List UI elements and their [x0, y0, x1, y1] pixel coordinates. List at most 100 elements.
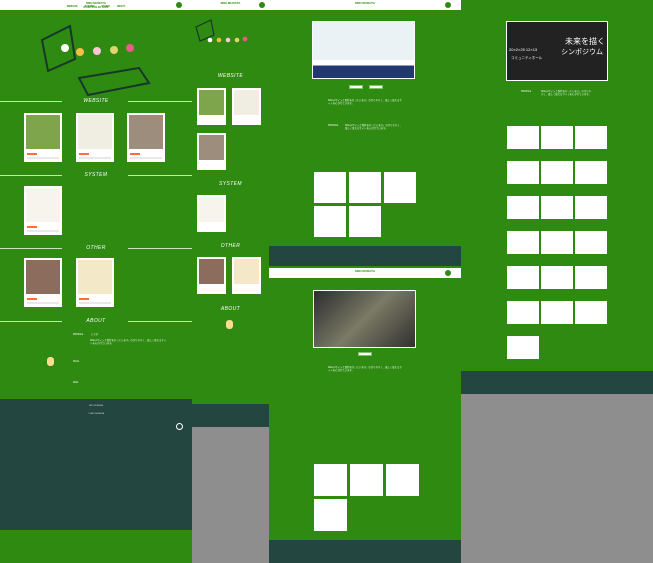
detail-footer-1: [269, 246, 461, 266]
symposium-page-panel: 未来を描く シンポジウム 20×2×25 12×13 コミュニティホール PRO…: [461, 0, 653, 563]
nav-other[interactable]: OTHER: [101, 5, 110, 8]
symposium-meta-text: Webデザインと制作を行っています。わかりやすく、楽しく使えるサイトを心がけてい…: [541, 90, 591, 96]
contact-label: MAIL: [73, 381, 79, 384]
brand-subtitle: PORTFOLIO SITE: [83, 5, 109, 9]
symposium-meta-label: PROFILE: [521, 90, 532, 93]
tablet-char-4-icon: [234, 37, 240, 43]
website-card-1-text: [27, 157, 59, 159]
detail-shot-2[interactable]: [348, 171, 382, 204]
symposium-grid-cell-13[interactable]: [506, 265, 540, 290]
symposium-grid-cell-15[interactable]: [574, 265, 608, 290]
detail-home-icon-2[interactable]: [445, 270, 451, 276]
tablet-other-image-1: [199, 259, 224, 285]
skill-label: SKILL: [73, 360, 80, 363]
detail-shot-3[interactable]: [383, 171, 417, 204]
character-white-icon: [61, 44, 69, 52]
tablet-window-frame-icon: [195, 19, 215, 42]
system-card-1-image: [26, 188, 60, 222]
symposium-grid-cell-9[interactable]: [574, 195, 608, 220]
website-card-2-tag: [79, 153, 89, 155]
detail-home-icon[interactable]: [445, 2, 451, 8]
detail-photo-image: [313, 290, 416, 348]
detail-view-button[interactable]: [349, 85, 363, 89]
nav-system[interactable]: SYSTEM: [84, 5, 95, 8]
website-card-1-image: [26, 115, 60, 149]
website-card-3[interactable]: [127, 113, 165, 162]
symposium-grid-cell-6[interactable]: [574, 160, 608, 185]
tablet-website-card-3[interactable]: [197, 133, 226, 170]
symposium-grid-cell-5[interactable]: [540, 160, 574, 185]
website-line-right: [128, 101, 192, 102]
detail-photo-text: Webデザインと制作を行っています。わかりやすく、楽しく使えるサイトを心がけてい…: [328, 366, 402, 372]
symposium-grid-cell-8[interactable]: [540, 195, 574, 220]
website-card-1[interactable]: [24, 113, 62, 162]
desktop-home-panel: MIKI MURATA PORTFOLIO SITE WEBSITE SYSTE…: [0, 0, 192, 563]
other-card-1[interactable]: [24, 258, 62, 307]
tablet-home-icon[interactable]: [259, 2, 265, 8]
tablet-other-card-1[interactable]: [197, 257, 226, 294]
detail-photo-shot-2[interactable]: [349, 463, 384, 497]
detail-brand-title-2[interactable]: MIKI MURATA: [355, 269, 375, 273]
symposium-grid-cell-16[interactable]: [506, 300, 540, 325]
detail-shot-4[interactable]: [313, 205, 347, 238]
detail-shot-5[interactable]: [348, 205, 382, 238]
symposium-grid-cell-2[interactable]: [540, 125, 574, 150]
detail-page-panel-1: MIKI MURATA Webデザインと制作を行っています。わかりやすく、楽しく…: [269, 0, 461, 563]
character-orange-icon: [76, 48, 84, 56]
other-line-left: [0, 248, 62, 249]
about-line-left: [0, 321, 62, 322]
tablet-system-card[interactable]: [197, 195, 226, 232]
other-card-2[interactable]: [76, 258, 114, 307]
symposium-grid-cell-14[interactable]: [540, 265, 574, 290]
tablet-char-1-icon: [207, 37, 213, 43]
window-frame-left: [40, 24, 77, 73]
detail-back-button[interactable]: [369, 85, 383, 89]
tablet-website-card-2[interactable]: [232, 88, 261, 125]
tablet-footer: [192, 404, 269, 427]
tablet-other-card-2[interactable]: [232, 257, 261, 294]
tablet-system-title: SYSTEM: [219, 181, 242, 187]
website-card-2-text: [79, 157, 111, 159]
detail-photo-shot-4[interactable]: [313, 498, 348, 532]
symposium-venue: コミュニティホール: [511, 56, 543, 60]
symposium-grid-cell-18[interactable]: [574, 300, 608, 325]
detail-photo-shot-1[interactable]: [313, 463, 348, 497]
detail-brand-title[interactable]: MIKI MURATA: [355, 1, 375, 5]
website-line-left: [0, 101, 62, 102]
symposium-grid-cell-17[interactable]: [540, 300, 574, 325]
home-icon[interactable]: [176, 2, 182, 8]
footer-brand: MIKI MURATA: [88, 405, 103, 407]
about-avatar: [47, 357, 54, 366]
detail-photo-button[interactable]: [358, 352, 372, 356]
scroll-top-button[interactable]: [176, 423, 183, 430]
tablet-card-1-image: [199, 90, 224, 116]
symposium-grid-cell-4[interactable]: [506, 160, 540, 185]
profile-name: ムラタ: [91, 333, 99, 336]
website-card-2[interactable]: [76, 113, 114, 162]
detail-photo-shot-3[interactable]: [385, 463, 420, 497]
detail-overview-label: PROFILE: [328, 124, 339, 127]
system-line-right: [128, 175, 192, 176]
tablet-card-3-image: [199, 135, 224, 161]
symposium-grid-cell-7[interactable]: [506, 195, 540, 220]
main-nav: WEBSITE SYSTEM OTHER ABOUT: [67, 5, 126, 9]
tablet-brand-title[interactable]: MIKI MURATA: [220, 1, 241, 5]
system-section-title: SYSTEM: [84, 172, 108, 178]
tablet-website-title: WEBSITE: [217, 73, 244, 79]
symposium-grid-cell-3[interactable]: [574, 125, 608, 150]
symposium-grid-cell-19[interactable]: [506, 335, 540, 360]
hero-illustration: [40, 24, 151, 97]
symposium-grid-cell-12[interactable]: [574, 230, 608, 255]
symposium-grid-cell-10[interactable]: [506, 230, 540, 255]
brand-title[interactable]: MIKI MURATA: [86, 1, 106, 5]
system-card-1[interactable]: [24, 186, 62, 235]
other-card-2-image: [78, 260, 112, 294]
symposium-grid-cell-1[interactable]: [506, 125, 540, 150]
tablet-website-card-1[interactable]: [197, 88, 226, 125]
nav-about[interactable]: ABOUT: [116, 5, 126, 8]
nav-website[interactable]: WEBSITE: [66, 5, 78, 8]
tablet-other-title: OTHER: [220, 243, 241, 249]
symposium-grid-cell-11[interactable]: [540, 230, 574, 255]
detail-shot-1[interactable]: [313, 171, 347, 204]
other-card-2-tag: [79, 298, 89, 300]
